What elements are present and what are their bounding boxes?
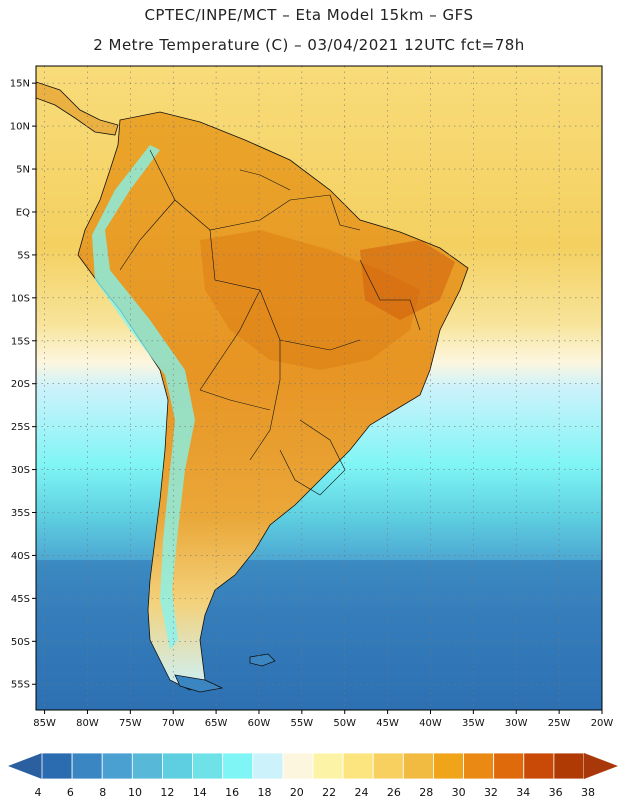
lon-tick-label: 50W — [333, 718, 356, 729]
colorbar-swatch — [101, 752, 133, 780]
lat-tick-label: 50S — [11, 637, 30, 648]
colorbar-label: 20 — [290, 786, 304, 799]
colorbar-label: 30 — [452, 786, 466, 799]
colorbar-swatch — [433, 752, 464, 780]
lat-tick-label: 40S — [11, 551, 30, 562]
lon-tick-label: 80W — [76, 718, 99, 729]
colorbar-swatch — [192, 752, 224, 780]
lat-tick-label: 15N — [10, 79, 30, 90]
graticule — [36, 66, 602, 710]
lat-tick-label: 55S — [11, 680, 30, 691]
lat-tick-label: EQ — [16, 207, 30, 218]
colorbar-label: 22 — [322, 786, 336, 799]
map-title-line-2: 2 Metre Temperature (C) – 03/04/2021 12U… — [93, 36, 525, 54]
colorbar-label: 34 — [516, 786, 530, 799]
colorbar-label: 38 — [581, 786, 595, 799]
lon-tick-label: 25W — [548, 718, 571, 729]
colorbar-swatch — [71, 752, 103, 780]
lon-tick-label: 20W — [591, 718, 614, 729]
colorbar-label: 24 — [355, 786, 369, 799]
colorbar-swatch — [493, 752, 525, 780]
colorbar-label: 16 — [225, 786, 239, 799]
lon-tick-label: 40W — [419, 718, 442, 729]
colorbar-swatch — [342, 752, 374, 780]
colorbar-swatch — [402, 752, 434, 780]
lat-tick-label: 45S — [11, 594, 30, 605]
colorbar-label: 8 — [99, 786, 106, 799]
colorbar-label: 28 — [419, 786, 433, 799]
lat-tick-label: 10S — [11, 293, 30, 304]
colorbar-low-arrow — [8, 753, 42, 779]
colorbar-label: 26 — [387, 786, 401, 799]
colorbar-high-arrow — [584, 753, 618, 779]
lon-tick-label: 45W — [376, 718, 399, 729]
latitude-axis: 15N 10N 5N EQ 5S 10S 15S 20S 25S 30S 35S 40S 45S 50S 5… — [10, 79, 36, 691]
colorbar-swatch — [41, 752, 73, 780]
lat-tick-label: 35S — [11, 508, 30, 519]
lat-tick-label: 20S — [11, 379, 30, 390]
lat-tick-label: 25S — [11, 422, 30, 433]
colorbar-swatch — [131, 752, 163, 780]
map-frame — [35, 65, 603, 711]
colorbar-swatch — [162, 752, 193, 780]
map-title-line-1: CPTEC/INPE/MCT – Eta Model 15km – GFS — [144, 6, 474, 24]
temperature-colorbar: 4 6 8 10 12 14 16 18 20 22 24 26 28 30 32 34 36 38 — [8, 752, 618, 799]
lat-tick-label: 5N — [16, 165, 30, 176]
colorbar-label: 10 — [128, 786, 142, 799]
lat-tick-label: 10N — [10, 122, 30, 133]
central-america-landmass — [36, 81, 119, 136]
colorbar-label: 14 — [193, 786, 207, 799]
southern-ocean-cold-band — [36, 560, 602, 710]
colorbar-swatch — [523, 752, 555, 780]
colorbar-label: 12 — [160, 786, 174, 799]
lon-tick-label: 85W — [33, 718, 56, 729]
lon-tick-label: 65W — [205, 718, 228, 729]
lon-tick-label: 75W — [119, 718, 142, 729]
andes-cold-strip — [92, 145, 195, 650]
colorbar-swatch — [222, 752, 254, 780]
lon-tick-label: 55W — [291, 718, 314, 729]
colorbar-swatch — [252, 752, 284, 780]
colorbar-label: 32 — [484, 786, 498, 799]
colorbar-swatch — [372, 752, 404, 780]
lat-tick-label: 15S — [11, 336, 30, 347]
country-borders — [119, 149, 421, 496]
lat-tick-label: 30S — [11, 465, 30, 476]
colorbar-label: 6 — [67, 786, 74, 799]
colorbar-swatch — [463, 752, 495, 780]
colorbar-label: 18 — [257, 786, 271, 799]
lat-tick-label: 5S — [17, 250, 30, 261]
longitude-axis: 85W 80W 75W 70W 65W 60W 55W 50W 45W 40W 35W 30W 25W 2… — [33, 710, 613, 729]
lon-tick-label: 35W — [462, 718, 485, 729]
lon-tick-label: 60W — [248, 718, 271, 729]
colorbar-swatch — [553, 752, 585, 780]
colorbar-label: 4 — [35, 786, 42, 799]
lon-tick-label: 70W — [162, 718, 185, 729]
falkland-islands — [249, 653, 276, 667]
lon-tick-label: 30W — [505, 718, 528, 729]
colorbar-swatch — [282, 752, 314, 780]
colorbar-label: 36 — [549, 786, 563, 799]
colorbar-swatch — [312, 752, 344, 780]
